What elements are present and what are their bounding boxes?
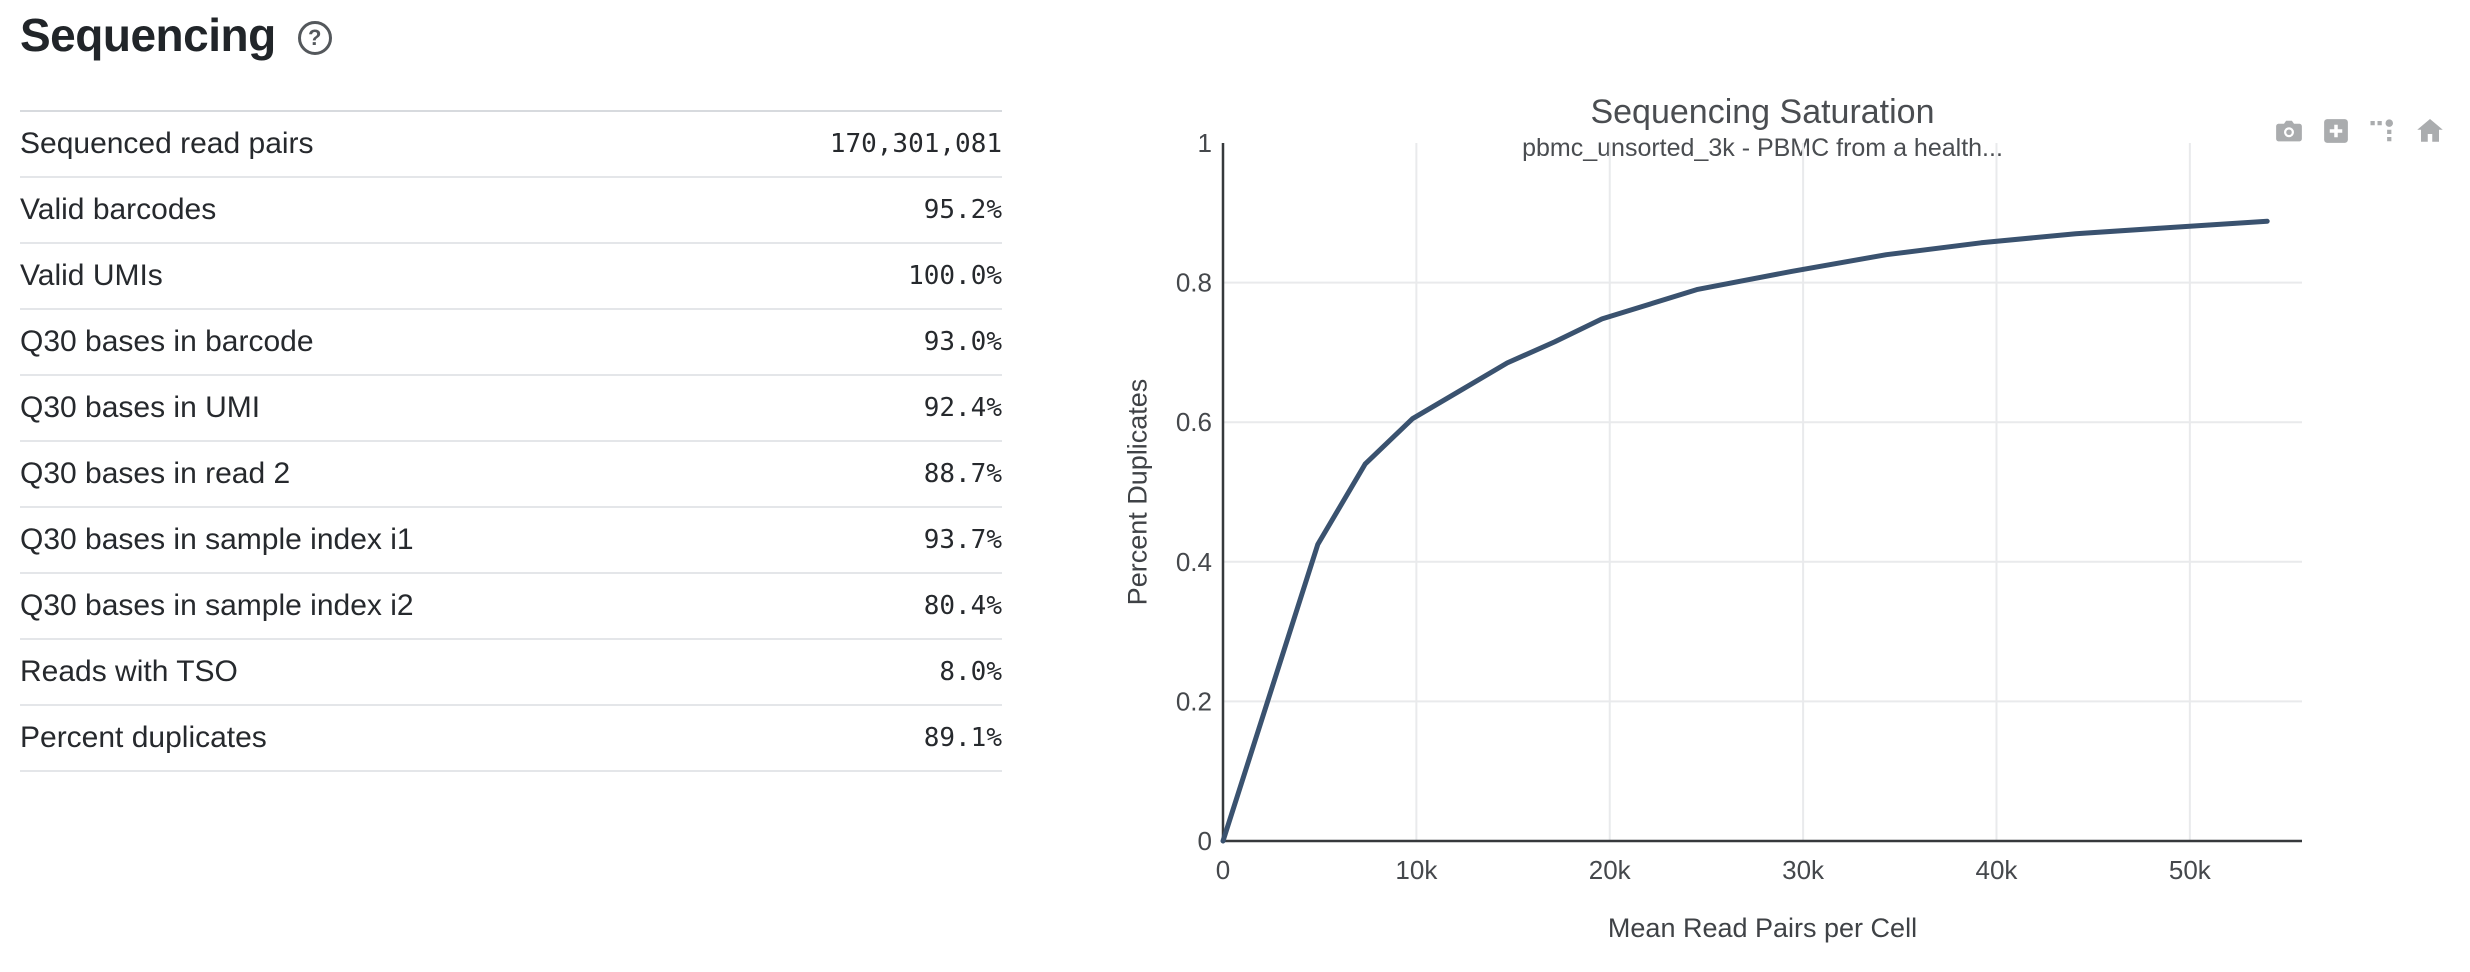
metric-value: 8.0% xyxy=(939,657,1002,687)
y-tick-label: 0.8 xyxy=(1176,268,1212,298)
metric-value: 93.0% xyxy=(923,327,1002,357)
table-row: Percent duplicates 89.1% xyxy=(20,706,1002,772)
metric-label: Q30 bases in read 2 xyxy=(20,457,291,490)
metric-value: 80.4% xyxy=(923,591,1002,621)
saturation-line xyxy=(1220,218,2270,844)
table-row: Reads with TSO 8.0% xyxy=(20,640,1002,706)
section-title: Sequencing xyxy=(20,9,276,61)
zoom-in-button[interactable] xyxy=(2320,115,2352,147)
camera-icon xyxy=(2276,120,2302,142)
x-tick-label: 50k xyxy=(2169,855,2212,885)
metrics-table: Sequenced read pairs 170,301,081 Valid bar… xyxy=(20,110,1002,772)
y-tick-label: 1 xyxy=(1198,128,1212,158)
metric-label: Q30 bases in barcode xyxy=(20,325,314,358)
metric-value: 88.7% xyxy=(923,459,1002,489)
zoom-in-icon xyxy=(2324,119,2348,143)
x-axis-title: Mean Read Pairs per Cell xyxy=(1607,913,1918,943)
table-row: Q30 bases in barcode 93.0% xyxy=(20,310,1002,376)
spike-lines-button[interactable] xyxy=(2367,115,2399,147)
x-tick-label: 30k xyxy=(1782,855,1825,885)
metric-value: 89.1% xyxy=(923,723,1002,753)
metric-label: Reads with TSO xyxy=(20,655,238,688)
camera-button[interactable] xyxy=(2273,115,2305,147)
chart-title: Sequencing Saturation xyxy=(1590,93,1935,131)
saturation-chart-panel: Sequencing Saturation pbmc_unsorted_3k -… xyxy=(1100,55,2470,972)
y-axis-title: Percent Duplicates xyxy=(1122,378,1153,606)
y-tick-label: 0.6 xyxy=(1176,407,1212,437)
metric-value: 95.2% xyxy=(923,195,1002,225)
x-tick-label: 20k xyxy=(1589,855,1632,885)
y-tick-label: 0.2 xyxy=(1176,686,1212,716)
metric-label: Sequenced read pairs xyxy=(20,127,314,160)
metric-value: 100.0% xyxy=(908,261,1002,291)
metric-value: 93.7% xyxy=(923,525,1002,555)
chart-header: Sequencing Saturation pbmc_unsorted_3k -… xyxy=(1223,93,2302,163)
table-row: Q30 bases in sample index i2 80.4% xyxy=(20,574,1002,640)
table-row: Sequenced read pairs 170,301,081 xyxy=(20,112,1002,178)
metric-label: Q30 bases in sample index i1 xyxy=(20,523,414,556)
home-icon xyxy=(2417,119,2443,142)
y-tick-label: 0 xyxy=(1198,826,1212,856)
metric-label: Percent duplicates xyxy=(20,721,267,754)
spike-lines-icon xyxy=(2370,119,2393,142)
metric-label: Valid UMIs xyxy=(20,259,163,292)
table-row: Q30 bases in read 2 88.7% xyxy=(20,442,1002,508)
metric-value: 170,301,081 xyxy=(829,129,1002,159)
home-button[interactable] xyxy=(2414,115,2446,147)
metric-value: 92.4% xyxy=(923,393,1002,423)
help-icon[interactable]: ? xyxy=(297,21,332,55)
table-row: Valid UMIs 100.0% xyxy=(20,244,1002,310)
table-row: Valid barcodes 95.2% xyxy=(20,178,1002,244)
table-row: Q30 bases in UMI 92.4% xyxy=(20,376,1002,442)
metric-label: Q30 bases in sample index i2 xyxy=(20,589,414,622)
metric-label: Q30 bases in UMI xyxy=(20,391,261,424)
x-tick-label: 0 xyxy=(1216,855,1230,885)
x-tick-label: 40k xyxy=(1976,855,2019,885)
table-row: Q30 bases in sample index i1 93.7% xyxy=(20,508,1002,574)
chart-subtitle: pbmc_unsorted_3k - PBMC from a health... xyxy=(1522,134,2003,162)
chart-toolbar xyxy=(2273,115,2446,147)
y-tick-label: 0.4 xyxy=(1176,547,1212,577)
saturation-plot[interactable]: 0 10k 20k 30k 40k 50k 0 0.2 0.4 0.6 0.8 1 xyxy=(1100,55,2470,972)
section-header: Sequencing ? xyxy=(20,8,332,62)
x-tick-label: 10k xyxy=(1395,855,1438,885)
metric-label: Valid barcodes xyxy=(20,193,217,226)
